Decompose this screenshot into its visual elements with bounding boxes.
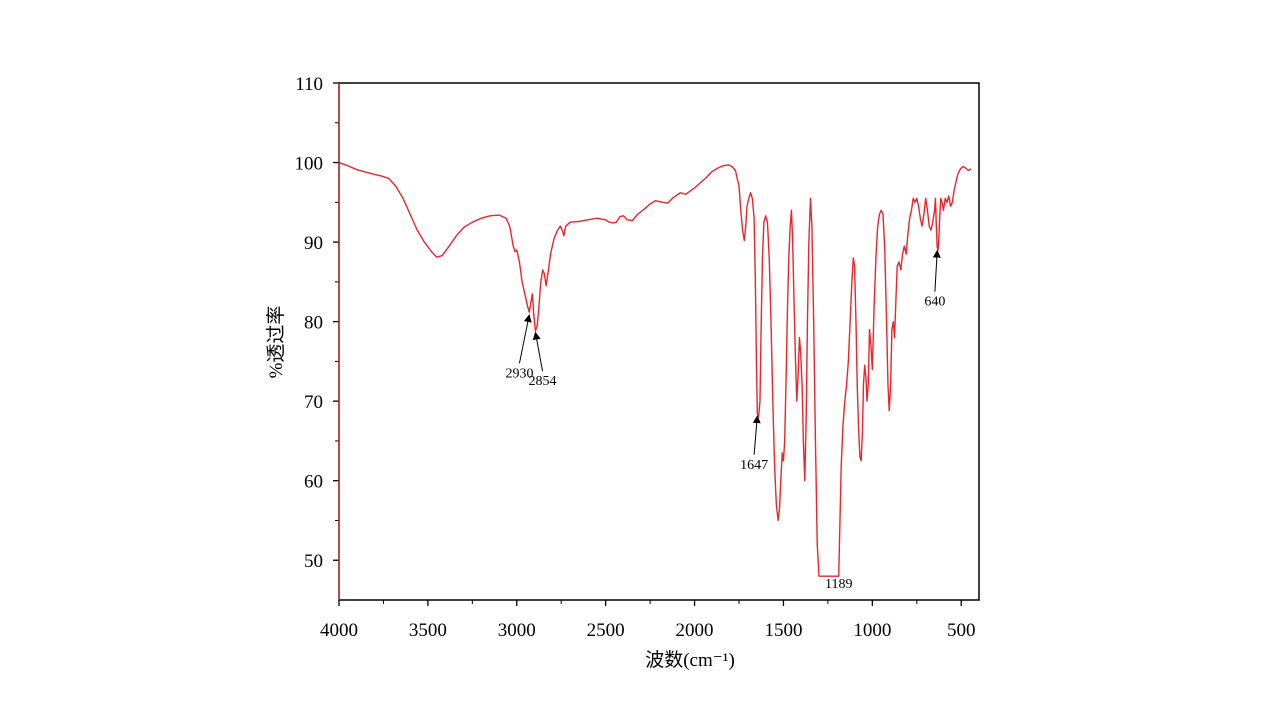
y-axis-title: %透过率 bbox=[265, 306, 287, 379]
y-tick-label: 50 bbox=[304, 551, 323, 572]
plot-frame bbox=[338, 82, 980, 601]
spectrum-line bbox=[338, 161, 972, 577]
x-tick-label: 3000 bbox=[498, 620, 536, 641]
annotation-label: 1189 bbox=[825, 577, 852, 592]
annotation-label: 2930 bbox=[505, 366, 533, 381]
axes: 4000 3500 3000 2500 2000 1500 1000 500 50 60 70 80 9… bbox=[295, 74, 980, 641]
y-tick-label: 80 bbox=[304, 313, 323, 334]
annotation-arrow bbox=[752, 415, 761, 455]
y-tick-label: 110 bbox=[295, 74, 323, 95]
x-tick-label: 4000 bbox=[320, 620, 358, 641]
y-tick-label: 90 bbox=[304, 233, 323, 254]
x-tick-label: 500 bbox=[947, 620, 976, 641]
y-tick-label: 70 bbox=[304, 392, 323, 413]
plot-area bbox=[338, 161, 972, 577]
x-tick-label: 3500 bbox=[409, 620, 447, 641]
x-tick-label: 2000 bbox=[676, 620, 714, 641]
annotation-label: 1647 bbox=[740, 458, 768, 473]
y-tick-label: 100 bbox=[295, 154, 324, 175]
annotation-arrow bbox=[932, 249, 941, 292]
annotation-arrow bbox=[532, 331, 544, 372]
y-tick-label: 60 bbox=[304, 472, 323, 493]
annotation-arrow bbox=[518, 314, 532, 364]
annotation-label: 2854 bbox=[529, 374, 557, 389]
x-tick-label: 2500 bbox=[587, 620, 625, 641]
annotation-label: 640 bbox=[924, 295, 945, 310]
x-tick-label: 1500 bbox=[764, 620, 802, 641]
x-axis-title: 波数(cm⁻¹) bbox=[645, 649, 735, 671]
x-tick-label: 1000 bbox=[853, 620, 891, 641]
